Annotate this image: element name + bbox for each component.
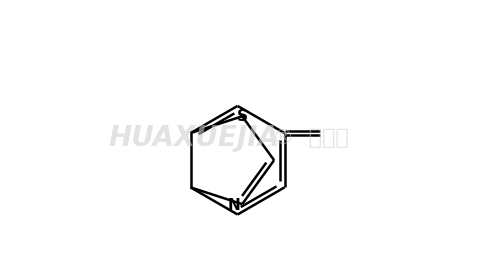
Text: HUAXUEJIA: HUAXUEJIA bbox=[108, 124, 280, 153]
Text: S: S bbox=[237, 109, 248, 124]
Text: N: N bbox=[227, 198, 241, 213]
Text: ®  化学加: ® 化学加 bbox=[273, 129, 349, 148]
